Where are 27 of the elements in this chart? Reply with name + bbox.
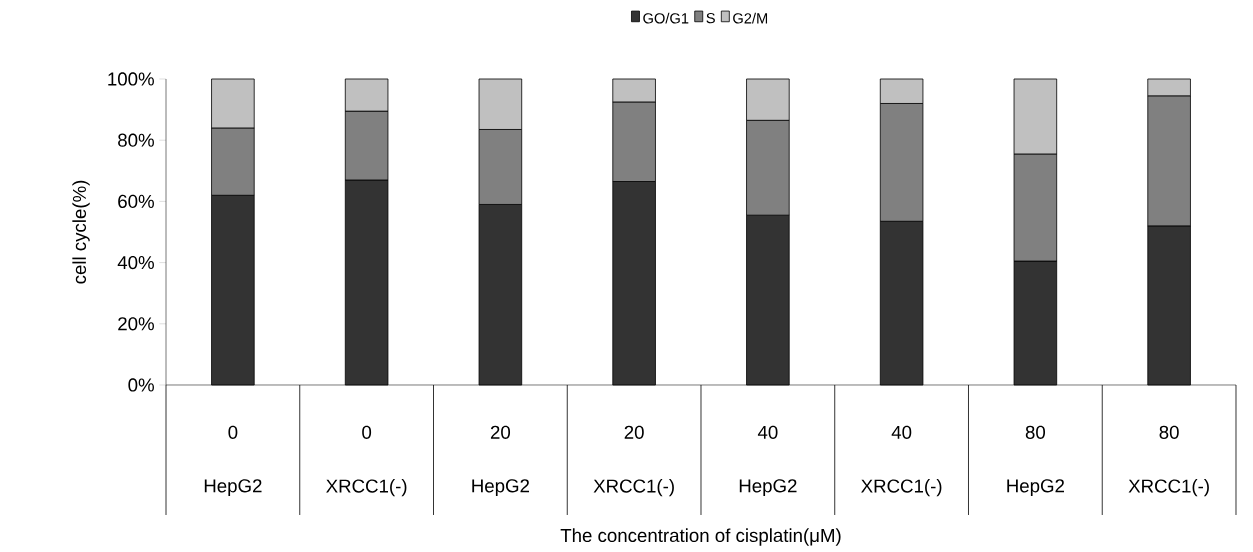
x-tick-label: 0 (362, 425, 372, 439)
text: XRCC1(-) (326, 478, 407, 497)
x-tick-label: 80 (1025, 425, 1046, 439)
y-tick-label: 60% (118, 194, 154, 208)
text: XRCC1(-) (861, 478, 942, 497)
legend-label: G2/M (733, 12, 768, 24)
x-tick-label: 40 (757, 425, 778, 439)
y-axis-title: cell cycle(%) (72, 180, 90, 284)
x-tick-label: 40 (891, 425, 912, 439)
y-tick-label: 0% (128, 378, 154, 392)
y-tick-label: 40% (117, 255, 154, 270)
y-tick-label: 20% (118, 317, 154, 331)
x-tick-label: 20 (490, 425, 511, 439)
x-axis-title: The concentration of cisplatin(μM) (560, 528, 841, 546)
y-tick-label: 80% (118, 133, 154, 147)
x-tick-label: 80 (1159, 425, 1179, 439)
y-tick-label: 100% (108, 72, 154, 86)
text: HepG2 (472, 479, 530, 497)
text: HepG2 (204, 479, 262, 497)
text: XRCC1(-) (1128, 478, 1209, 497)
legend-label: GO/G1 (643, 12, 689, 24)
text: HepG2 (1007, 479, 1064, 497)
legend-label: S (706, 12, 715, 24)
x-tick-label: 0 (228, 425, 238, 439)
text: HepG2 (739, 479, 797, 497)
text: XRCC1(-) (593, 478, 674, 497)
x-tick-label: 20 (624, 425, 644, 439)
